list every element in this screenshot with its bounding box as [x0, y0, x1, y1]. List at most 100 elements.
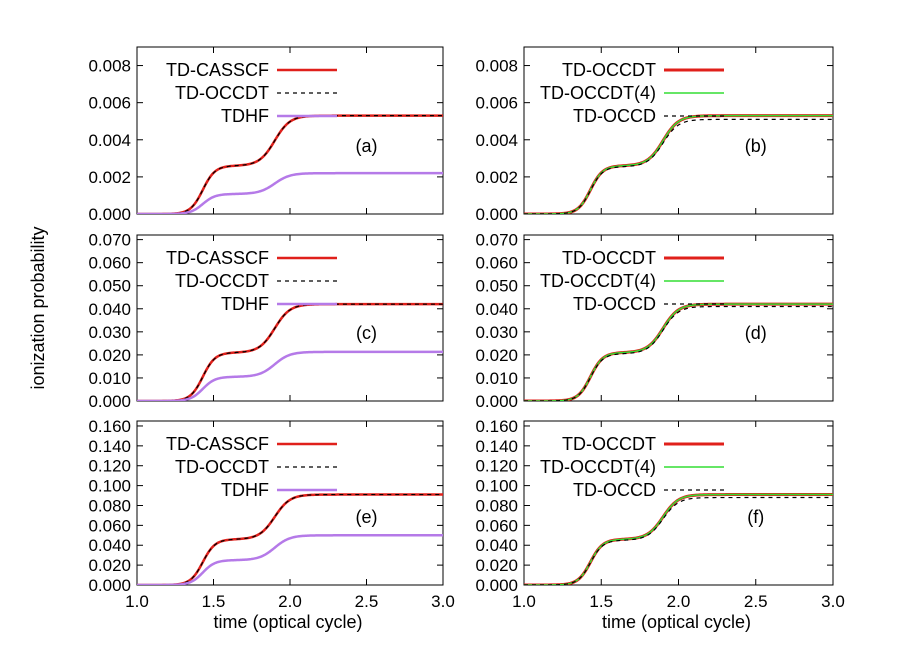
- x-tick-label: 2.0: [667, 592, 691, 611]
- y-tick-label: 0.000: [475, 576, 518, 595]
- y-tick-label: 0.002: [475, 168, 518, 187]
- x-tick-label: 2.0: [278, 592, 302, 611]
- panel-e: 0.0000.0200.0400.0600.0800.1000.1200.140…: [88, 417, 454, 632]
- y-tick-label: 0.020: [475, 346, 518, 365]
- y-tick-label: 0.140: [88, 437, 131, 456]
- x-tick-label: 2.5: [355, 592, 379, 611]
- legend-label: TD-OCCDT: [562, 434, 656, 454]
- series-line-td-occdt: [524, 493, 833, 585]
- panel-c: 0.000 0.010 0.020 0.030 0.040 0.050 0.060 0.070…: [88, 231, 444, 411]
- legend-label: TD-OCCDT(4): [540, 271, 656, 291]
- y-tick-label: 0.010: [88, 369, 131, 388]
- series-line-td-occd: [524, 305, 833, 401]
- x-axis-label: time (optical cycle): [602, 612, 751, 632]
- series-line-td-occdt: [524, 114, 833, 214]
- series-line-td-occdt: [137, 493, 443, 585]
- y-tick-label: 0.020: [88, 556, 131, 575]
- y-tick-label: 0.040: [88, 536, 131, 555]
- x-tick-label: 1.0: [512, 592, 536, 611]
- y-tick-label: 0.010: [475, 369, 518, 388]
- y-tick-label: 0.002: [88, 168, 131, 187]
- panel-f: 0.0000.0200.0400.0600.0800.1000.1200.140…: [475, 417, 844, 632]
- x-tick-label: 3.0: [821, 592, 845, 611]
- panel-d: 0.000 0.010 0.020 0.030 0.040 0.050 0.060 0.070…: [475, 231, 834, 411]
- y-tick-label: 0.040: [475, 536, 518, 555]
- series-line-td-occdt: [524, 302, 833, 401]
- y-tick-label: 0.160: [88, 417, 131, 436]
- panel-label: (e): [356, 507, 378, 527]
- legend-label: TD-OCCDT: [175, 457, 269, 477]
- y-tick-label: 0.008: [475, 57, 518, 76]
- legend-label: TD-CASSCF: [166, 248, 269, 268]
- series-line-td-casscf: [137, 114, 443, 214]
- y-tick-label: 0.020: [475, 556, 518, 575]
- y-tick-label: 0.120: [88, 457, 131, 476]
- series-line-td-casscf: [137, 493, 443, 585]
- panel-label: (d): [745, 323, 767, 343]
- y-tick-label: 0.006: [88, 94, 131, 113]
- legend-label: TD-OCCD: [573, 480, 656, 500]
- series-line-tdhf: [137, 350, 443, 401]
- legend-label: TD-OCCDT(4): [540, 83, 656, 103]
- y-tick-label: 0.030: [88, 323, 131, 342]
- y-tick-label: 0.060: [88, 516, 131, 535]
- legend-label: TD-OCCD: [573, 294, 656, 314]
- x-tick-label: 2.5: [744, 592, 768, 611]
- series-line-td-occdt: [137, 115, 443, 214]
- y-tick-label: 0.000: [475, 392, 518, 411]
- legend-label: TDHF: [221, 480, 269, 500]
- y-tick-label: 0.020: [88, 346, 131, 365]
- y-tick-label: 0.000: [88, 392, 131, 411]
- series-line-td-occdt-4-: [524, 114, 833, 214]
- y-tick-label: 0.140: [475, 437, 518, 456]
- panel-b: 0.000 0.002 0.004 0.006 0.008 TD-OCCDT TD-OCCD…: [475, 46, 834, 224]
- legend-label: TD-OCCDT: [175, 271, 269, 291]
- series-line-td-occdt: [137, 303, 443, 401]
- y-tick-label: 0.000: [88, 205, 131, 224]
- y-tick-label: 0.120: [475, 457, 518, 476]
- panel-a: 0.000 0.002 0.004 0.006 0.008 TD-CASSCF TD-OCC…: [88, 46, 444, 224]
- x-tick-label: 1.0: [125, 592, 149, 611]
- panel-label: (f): [747, 507, 764, 527]
- x-tick-label: 3.0: [431, 592, 455, 611]
- legend-label: TD-OCCDT(4): [540, 457, 656, 477]
- series-line-tdhf: [137, 534, 443, 585]
- y-tick-label: 0.160: [475, 417, 518, 436]
- y-tick-label: 0.004: [475, 131, 518, 150]
- y-tick-label: 0.006: [475, 94, 518, 113]
- legend-label: TDHF: [221, 294, 269, 314]
- y-tick-label: 0.100: [88, 477, 131, 496]
- y-tick-label: 0.000: [88, 576, 131, 595]
- y-tick-label: 0.080: [475, 496, 518, 515]
- y-tick-label: 0.060: [475, 516, 518, 535]
- x-tick-label: 1.5: [589, 592, 613, 611]
- y-tick-label: 0.080: [88, 496, 131, 515]
- legend-label: TD-OCCD: [573, 106, 656, 126]
- series-line-tdhf: [137, 171, 443, 214]
- y-tick-label: 0.000: [475, 205, 518, 224]
- y-tick-label: 0.040: [88, 300, 131, 319]
- y-axis-label: ionization probability: [28, 226, 48, 389]
- legend-label: TD-OCCDT: [562, 248, 656, 268]
- y-tick-label: 0.050: [475, 277, 518, 296]
- series-line-td-occdt-4-: [524, 493, 833, 585]
- panel-label: (b): [745, 136, 767, 156]
- series-line-td-occdt-4-: [524, 303, 833, 401]
- y-tick-label: 0.060: [88, 254, 131, 273]
- series-line-td-occd: [524, 118, 833, 214]
- x-axis-label: time (optical cycle): [213, 612, 362, 632]
- y-tick-label: 0.070: [475, 231, 518, 250]
- legend-label: TD-OCCDT: [175, 83, 269, 103]
- legend-label: TD-CASSCF: [166, 434, 269, 454]
- y-tick-label: 0.040: [475, 300, 518, 319]
- legend-label: TD-OCCDT: [562, 60, 656, 80]
- panel-label: (c): [356, 323, 377, 343]
- legend-label: TDHF: [221, 106, 269, 126]
- y-tick-label: 0.060: [475, 254, 518, 273]
- legend-label: TD-CASSCF: [166, 60, 269, 80]
- y-tick-label: 0.070: [88, 231, 131, 250]
- y-tick-label: 0.050: [88, 277, 131, 296]
- series-line-td-occd: [524, 496, 833, 585]
- y-tick-label: 0.008: [88, 57, 131, 76]
